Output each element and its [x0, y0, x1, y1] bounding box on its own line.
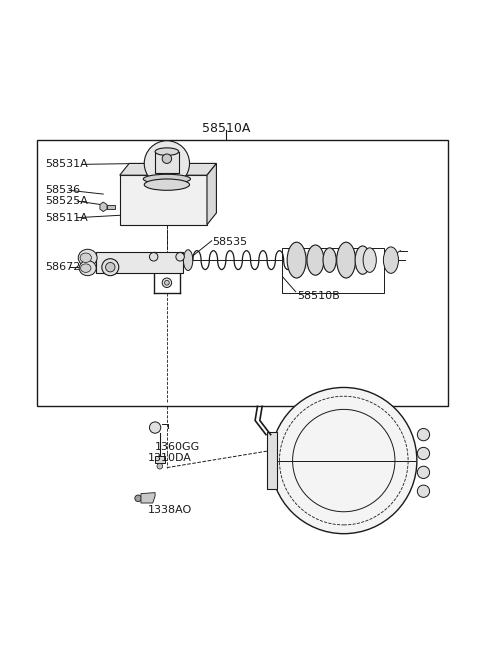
FancyBboxPatch shape: [296, 252, 308, 269]
Circle shape: [135, 495, 142, 501]
Ellipse shape: [80, 253, 91, 262]
Ellipse shape: [336, 242, 356, 278]
FancyBboxPatch shape: [329, 254, 337, 266]
Circle shape: [417, 428, 430, 441]
Circle shape: [149, 422, 161, 433]
Ellipse shape: [323, 248, 336, 273]
Ellipse shape: [307, 245, 324, 275]
Circle shape: [102, 259, 119, 276]
Ellipse shape: [81, 264, 91, 273]
Text: 1310DA: 1310DA: [148, 453, 192, 463]
Ellipse shape: [155, 148, 179, 156]
Text: 58536: 58536: [45, 185, 80, 195]
Ellipse shape: [287, 242, 306, 278]
Circle shape: [149, 252, 158, 261]
FancyBboxPatch shape: [314, 253, 325, 267]
Ellipse shape: [183, 250, 193, 271]
FancyBboxPatch shape: [155, 152, 179, 173]
Text: 58535: 58535: [212, 237, 247, 247]
Circle shape: [162, 154, 172, 164]
Ellipse shape: [355, 246, 370, 274]
FancyBboxPatch shape: [96, 252, 183, 273]
Polygon shape: [207, 164, 216, 225]
FancyBboxPatch shape: [282, 248, 384, 293]
Polygon shape: [100, 202, 107, 212]
Text: 1338AO: 1338AO: [148, 505, 192, 515]
Circle shape: [157, 463, 163, 469]
Polygon shape: [141, 493, 155, 503]
Circle shape: [162, 278, 172, 288]
FancyBboxPatch shape: [345, 252, 356, 269]
Ellipse shape: [79, 261, 96, 276]
Ellipse shape: [271, 388, 417, 533]
Text: 58510A: 58510A: [202, 122, 250, 135]
Text: 58672: 58672: [45, 262, 80, 272]
FancyBboxPatch shape: [267, 432, 277, 489]
Circle shape: [417, 485, 430, 497]
Text: 58510B: 58510B: [298, 292, 340, 302]
FancyBboxPatch shape: [37, 140, 447, 406]
Ellipse shape: [144, 174, 191, 184]
Text: 58531A: 58531A: [45, 160, 87, 170]
Ellipse shape: [363, 248, 376, 273]
Circle shape: [417, 466, 430, 478]
Ellipse shape: [144, 179, 190, 191]
Ellipse shape: [78, 249, 97, 266]
Text: 58511A: 58511A: [45, 213, 87, 223]
Circle shape: [176, 252, 184, 261]
FancyBboxPatch shape: [107, 205, 116, 209]
Ellipse shape: [384, 247, 398, 273]
Circle shape: [417, 447, 430, 460]
FancyBboxPatch shape: [155, 456, 165, 463]
Polygon shape: [120, 164, 216, 175]
FancyBboxPatch shape: [120, 175, 207, 225]
Circle shape: [165, 281, 169, 285]
Circle shape: [106, 262, 115, 272]
Text: 58525A: 58525A: [45, 196, 88, 206]
Circle shape: [144, 141, 190, 186]
Text: 1360GG: 1360GG: [155, 442, 200, 453]
